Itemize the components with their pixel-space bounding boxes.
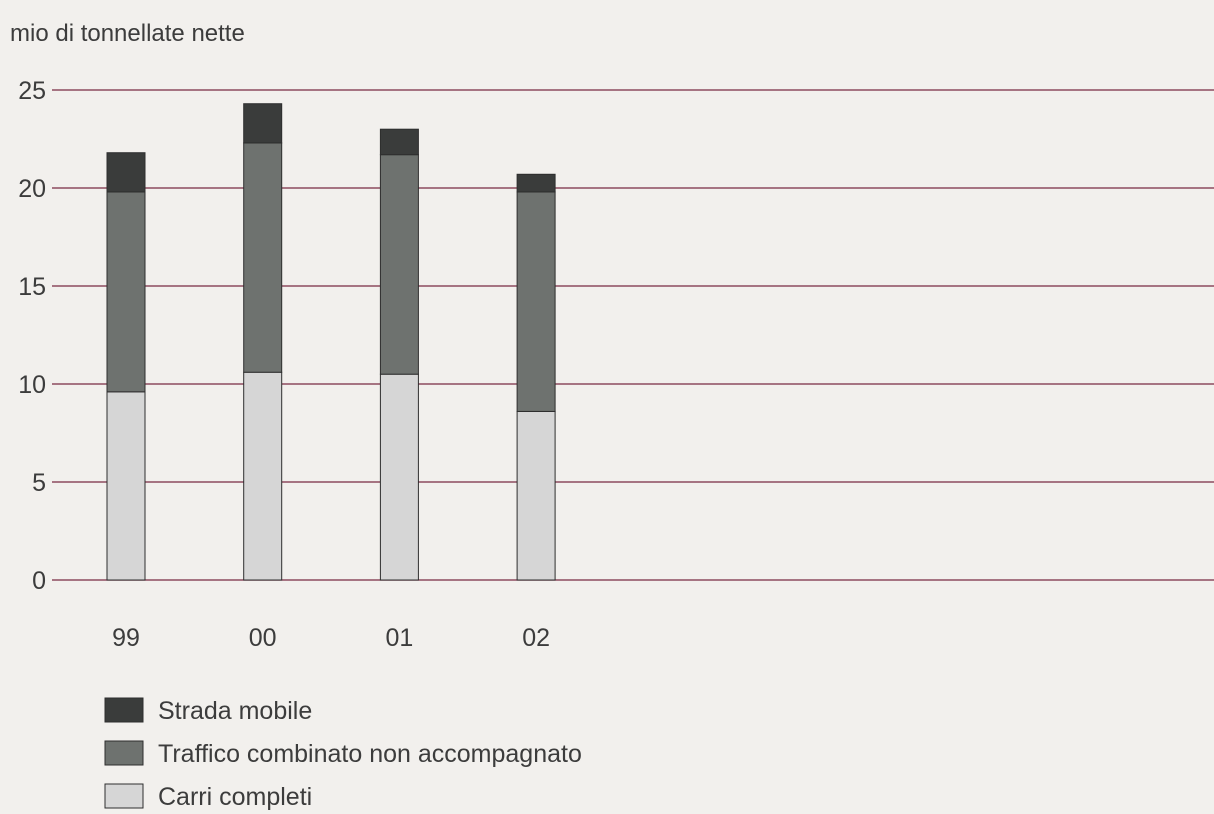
bar-segment [379,128,419,156]
bar-segment [243,371,283,581]
legend-swatch [104,740,144,766]
bar-segment [516,410,556,581]
bar-segment [379,154,419,375]
x-tick-label: 00 [249,624,277,652]
y-axis-label: mio di tonnellate nette [10,20,245,47]
legend-swatch [104,783,144,809]
bar-segment [106,391,146,581]
x-tick-label: 01 [385,624,413,652]
gridlines [52,89,1214,581]
y-tick-label: 10 [18,371,46,399]
bars [106,103,556,581]
y-tick-label: 25 [18,77,46,105]
bar-segment [516,191,556,412]
y-tick-label: 5 [32,469,46,497]
y-tick-label: 0 [32,567,46,595]
x-tick-label: 02 [522,624,550,652]
legend-label: Traffico combinato non accompagnato [158,740,582,768]
legend: Strada mobile Traffico combinato non acco… [104,697,582,811]
bar-segment [516,173,556,193]
x-tick-label: 99 [112,624,140,652]
bar-segment [243,103,283,144]
y-tick-label: 15 [18,273,46,301]
bar-segment [243,142,283,373]
bar-segment [379,373,419,581]
x-axis-ticks: 99 00 01 02 [112,624,550,652]
y-axis-ticks: 0 5 10 15 20 25 [18,77,46,595]
y-tick-label: 20 [18,175,46,203]
legend-label: Carri completi [158,783,312,811]
bar-segment [106,191,146,393]
legend-swatch [104,697,144,723]
legend-label: Strada mobile [158,697,312,725]
bar-segment [106,152,146,193]
